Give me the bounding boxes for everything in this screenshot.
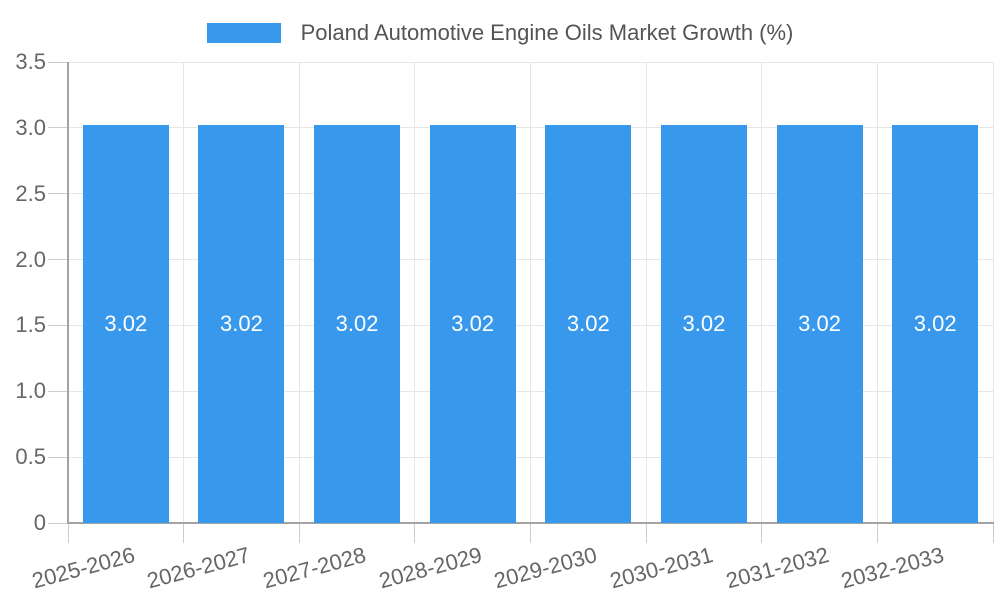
legend-swatch bbox=[206, 23, 281, 43]
x-gridline bbox=[183, 62, 185, 523]
y-axis-tick bbox=[48, 127, 68, 129]
bar-value-label: 3.02 bbox=[335, 311, 379, 337]
legend-item[interactable]: Poland Automotive Engine Oils Market Gro… bbox=[0, 20, 1000, 46]
bar bbox=[545, 125, 632, 523]
x-gridline bbox=[876, 62, 878, 523]
bar-value-label: 3.02 bbox=[104, 311, 148, 337]
y-axis-tick-label: 3.5 bbox=[15, 49, 46, 74]
y-axis-line bbox=[67, 62, 69, 523]
bar-value-label: 3.02 bbox=[220, 311, 263, 337]
x-axis-tick bbox=[645, 523, 647, 543]
x-axis-tick bbox=[876, 523, 878, 543]
x-axis-line bbox=[67, 522, 994, 524]
y-axis-tick-label: 1.5 bbox=[15, 312, 46, 338]
bar bbox=[198, 125, 285, 523]
x-axis-tick bbox=[298, 523, 300, 543]
y-axis-tick bbox=[48, 193, 68, 195]
y-axis-tick-label: 0 bbox=[33, 510, 46, 535]
x-axis-tick bbox=[67, 523, 69, 543]
y-axis-tick-label: 2.5 bbox=[15, 180, 46, 206]
y-axis-tick bbox=[48, 259, 68, 261]
bar bbox=[314, 125, 401, 523]
bar bbox=[429, 125, 516, 523]
bar bbox=[82, 125, 169, 523]
y-axis-tick bbox=[48, 456, 68, 458]
bar bbox=[776, 125, 863, 523]
y-axis-tick bbox=[48, 390, 68, 392]
x-axis-tick bbox=[183, 523, 185, 543]
y-axis-tick bbox=[48, 61, 68, 63]
y-axis-tick bbox=[48, 324, 68, 326]
x-gridline bbox=[645, 62, 647, 523]
x-axis-tick bbox=[530, 523, 531, 543]
bar bbox=[892, 125, 979, 523]
bar-value-label: 3.02 bbox=[566, 311, 610, 337]
x-axis-tick bbox=[761, 523, 763, 543]
y-axis-tick-label: 3.0 bbox=[15, 114, 46, 140]
legend-label: Poland Automotive Engine Oils Market Gro… bbox=[300, 20, 794, 45]
y-axis-tick-label: 0.5 bbox=[15, 444, 46, 470]
x-gridline bbox=[414, 62, 416, 523]
bar bbox=[660, 125, 747, 523]
x-gridline bbox=[298, 62, 300, 523]
x-axis-tick bbox=[414, 523, 416, 543]
x-axis-tick bbox=[992, 523, 994, 543]
y-axis-tick-label: 2.0 bbox=[15, 246, 46, 272]
x-gridline bbox=[530, 62, 531, 523]
bar-value-label: 3.02 bbox=[682, 311, 726, 337]
bar-value-label: 3.02 bbox=[913, 311, 957, 337]
x-gridline bbox=[992, 62, 994, 523]
bar-value-label: 3.02 bbox=[798, 311, 841, 337]
x-gridline bbox=[761, 62, 763, 523]
bar-value-label: 3.02 bbox=[451, 311, 495, 337]
y-axis-tick bbox=[48, 522, 68, 524]
y-axis-tick-label: 1.0 bbox=[15, 378, 46, 404]
